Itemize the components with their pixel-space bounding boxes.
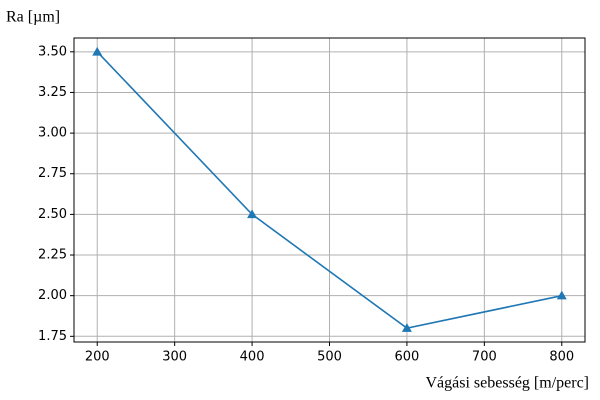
x-tick-label: 500 [317, 350, 342, 365]
data-marker [247, 209, 258, 219]
x-tick-label: 600 [395, 350, 420, 365]
y-tick-label: 2.75 [38, 166, 67, 181]
data-marker [556, 290, 567, 300]
x-tick-label: 800 [549, 350, 574, 365]
y-tick-label: 2.00 [38, 288, 67, 303]
y-tick-label: 1.75 [38, 329, 67, 344]
x-tick-label: 300 [162, 350, 187, 365]
data-marker [401, 323, 412, 332]
x-axis-label: Vágási sebesség [m/perc] [426, 375, 590, 392]
y-tick-label: 3.25 [38, 85, 67, 100]
plot-frame [73, 37, 586, 343]
y-tick-label: 3.00 [38, 126, 67, 141]
data-line [96, 51, 562, 330]
y-tick-label: 2.50 [38, 207, 67, 222]
x-tick-label: 400 [240, 350, 265, 365]
y-tick-label: 2.25 [38, 248, 67, 263]
x-tick-label: 700 [472, 350, 497, 365]
y-tick-label: 3.50 [38, 44, 67, 59]
x-tick-label: 200 [85, 350, 110, 365]
y-axis-label: Ra [µm] [6, 9, 60, 26]
data-marker [92, 46, 103, 56]
